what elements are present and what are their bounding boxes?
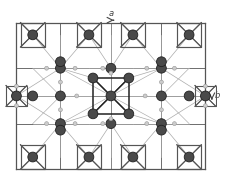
Circle shape xyxy=(156,63,166,73)
Circle shape xyxy=(84,30,94,40)
Circle shape xyxy=(84,152,94,162)
Circle shape xyxy=(156,91,166,101)
Circle shape xyxy=(73,66,77,70)
Circle shape xyxy=(201,91,210,101)
Circle shape xyxy=(184,152,194,162)
Circle shape xyxy=(184,91,194,101)
Circle shape xyxy=(145,122,149,126)
Circle shape xyxy=(55,63,65,73)
Circle shape xyxy=(55,57,65,67)
Circle shape xyxy=(184,30,194,40)
Circle shape xyxy=(145,66,149,70)
Circle shape xyxy=(156,57,166,67)
Circle shape xyxy=(156,119,166,129)
Circle shape xyxy=(73,122,77,126)
Circle shape xyxy=(124,109,134,119)
Circle shape xyxy=(101,66,105,70)
Circle shape xyxy=(106,63,116,73)
Circle shape xyxy=(173,122,176,126)
Circle shape xyxy=(45,122,49,126)
Circle shape xyxy=(28,91,38,101)
Circle shape xyxy=(109,71,113,75)
Circle shape xyxy=(55,91,65,101)
Circle shape xyxy=(143,94,147,98)
Circle shape xyxy=(160,108,163,112)
Circle shape xyxy=(75,94,79,98)
Circle shape xyxy=(128,152,138,162)
Circle shape xyxy=(203,104,207,108)
Circle shape xyxy=(14,104,18,108)
Circle shape xyxy=(28,152,38,162)
Circle shape xyxy=(203,84,207,88)
Circle shape xyxy=(88,109,98,119)
Circle shape xyxy=(156,125,166,135)
Circle shape xyxy=(88,73,98,83)
Circle shape xyxy=(28,30,38,40)
Circle shape xyxy=(14,84,18,88)
Circle shape xyxy=(160,80,163,84)
Circle shape xyxy=(173,66,176,70)
Circle shape xyxy=(55,119,65,129)
Circle shape xyxy=(45,66,49,70)
Text: b: b xyxy=(214,91,220,100)
Circle shape xyxy=(101,122,105,126)
Circle shape xyxy=(59,108,62,112)
Circle shape xyxy=(106,119,116,129)
Text: a: a xyxy=(108,9,114,18)
Circle shape xyxy=(12,91,21,101)
Circle shape xyxy=(128,30,138,40)
Circle shape xyxy=(106,91,116,101)
Circle shape xyxy=(55,125,65,135)
Circle shape xyxy=(59,80,62,84)
Circle shape xyxy=(124,73,134,83)
Circle shape xyxy=(109,117,113,121)
